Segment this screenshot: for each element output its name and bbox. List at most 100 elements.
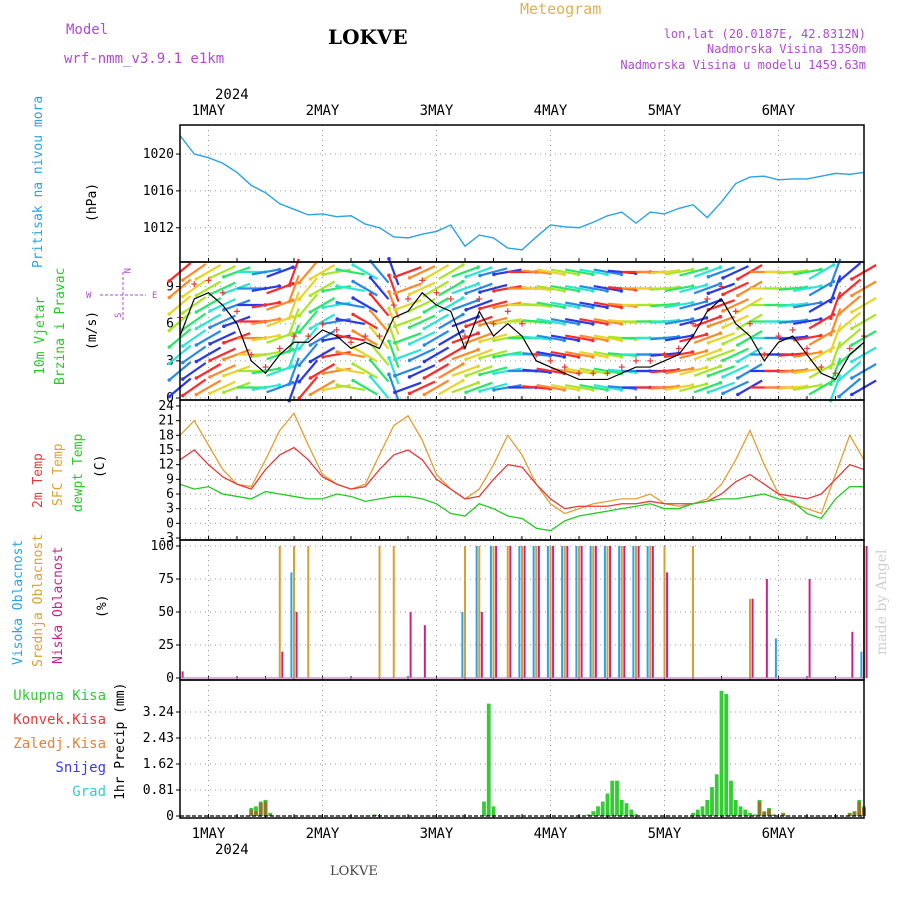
wind-arrow: [223, 282, 251, 295]
wind-arrow-head: [704, 332, 709, 337]
wind-arrow: [693, 266, 721, 278]
wind-arrow-head: [706, 274, 711, 279]
wind-arrow-head: [335, 317, 340, 321]
wind-arrow-head: [850, 359, 854, 364]
wind-arrow-head: [393, 373, 397, 378]
wind-arrow: [387, 373, 400, 402]
wind-arrow-head: [562, 305, 567, 310]
wind-arrow: [838, 361, 862, 381]
y-tick-label: 24: [158, 399, 174, 414]
wind-arrow-head: [706, 324, 711, 329]
wind-arrow: [493, 383, 522, 392]
wind-arrow-head: [619, 322, 624, 326]
wind-arrow-head: [721, 358, 725, 363]
y-tick-label: 0: [166, 391, 174, 406]
wind-arrow: [579, 317, 608, 326]
wind-arrow: [593, 268, 622, 276]
wind-arrow: [693, 299, 721, 311]
wind-arrow: [838, 278, 862, 299]
wind-arrows: [167, 257, 877, 403]
wind-arrow-head: [277, 366, 282, 371]
wind-arrow: [309, 346, 336, 363]
top-day-label: 1MAY: [192, 103, 226, 119]
precip-conv-bar: [767, 809, 771, 816]
wind-arrow: [522, 319, 551, 324]
wind-arrow-head: [277, 333, 282, 338]
wind-arrow: [536, 383, 565, 392]
wind-arrow-head: [180, 311, 185, 315]
wind-arrow-head: [706, 357, 711, 362]
precip-conv-bar: [258, 803, 263, 816]
bottom-day-labels: 1MAY 2MAY 3MAY 4MAY 5MAY 6MAY: [192, 826, 796, 842]
wind-arrow: [778, 385, 807, 390]
y-tick-label: 75: [158, 572, 174, 587]
wind-arrow: [522, 286, 551, 291]
wind-arrow: [793, 383, 821, 392]
wind-arrow: [722, 380, 749, 395]
bottom-day-label: 5MAY: [648, 826, 682, 842]
wind-arrow-head: [704, 365, 709, 370]
wind-arrow-head: [291, 281, 295, 286]
wind-arrow-head: [736, 293, 740, 298]
wind-arrow: [722, 314, 749, 329]
wind-arrow-head: [464, 390, 468, 395]
wind-arrow: [288, 258, 300, 286]
model-altitude-label: Nadmorska Visina u modelu 1459.63m: [620, 58, 866, 72]
wind-gust-markers: [177, 277, 867, 377]
precip-total-bar: [714, 774, 719, 816]
wind-arrow-head: [222, 307, 226, 312]
wind-arrow-head: [736, 376, 740, 380]
wind-arrow: [593, 301, 622, 309]
wind-arrow-head: [576, 338, 581, 343]
wind-arrow: [565, 350, 593, 359]
wind-arrow: [352, 379, 378, 396]
wind-arrow: [593, 334, 622, 342]
wind-arrow-head: [576, 388, 581, 392]
wind-arrow: [288, 291, 300, 319]
wind-arrow-head: [407, 325, 412, 330]
wind-arrow: [451, 266, 479, 278]
wind-arrow-head: [706, 340, 711, 345]
y-tick-label: 3: [166, 502, 174, 517]
wind-arrow-head: [837, 328, 841, 333]
wind-arrow: [664, 383, 693, 392]
watermark: made by Angel: [874, 549, 890, 655]
wind-arrow-head: [194, 293, 199, 298]
wind-arrow-head: [167, 378, 172, 382]
wind-arrow: [536, 334, 565, 342]
wind-arrow-head: [407, 358, 412, 363]
wind-arrow: [451, 365, 479, 377]
wind-arrow-head: [277, 317, 282, 321]
wind-arrow-head: [464, 324, 468, 329]
wind-arrow: [195, 346, 222, 363]
wind-arrow: [182, 362, 207, 380]
wind-arrow-head: [818, 267, 823, 272]
precip-total-bar: [710, 787, 714, 816]
wind-arrow: [693, 282, 721, 295]
wind-arrow: [394, 365, 422, 377]
wind-axis-title-2: Brzina i Pravac: [53, 268, 68, 385]
wind-arrow-head: [321, 355, 325, 359]
wind-arrow-head: [619, 388, 624, 392]
wind-arrow-head: [461, 362, 465, 366]
wind-arrow: [664, 268, 693, 276]
wind-arrow: [693, 332, 721, 344]
wind-arrow: [778, 302, 807, 308]
wind-arrow: [387, 307, 400, 336]
wind-arrow-head: [590, 338, 595, 343]
wind-arrow-head: [422, 376, 427, 380]
wind-arrow: [493, 301, 522, 309]
wind-arrow: [465, 282, 493, 295]
wind-arrow-head: [619, 289, 624, 293]
wind-arrow: [394, 266, 422, 278]
wind-arrow: [707, 266, 736, 278]
wind-arrow-head: [721, 391, 725, 396]
wind-arrow: [808, 346, 834, 363]
wind-arrow-head: [828, 365, 833, 370]
wind-arrow-head: [277, 383, 282, 387]
wind-arrow-head: [818, 284, 823, 288]
wind-arrow: [650, 286, 679, 291]
wind-arrow: [337, 268, 365, 276]
pressure-axis-title: Pritisak na nivou mora: [31, 96, 46, 268]
wind-arrow: [778, 352, 807, 357]
